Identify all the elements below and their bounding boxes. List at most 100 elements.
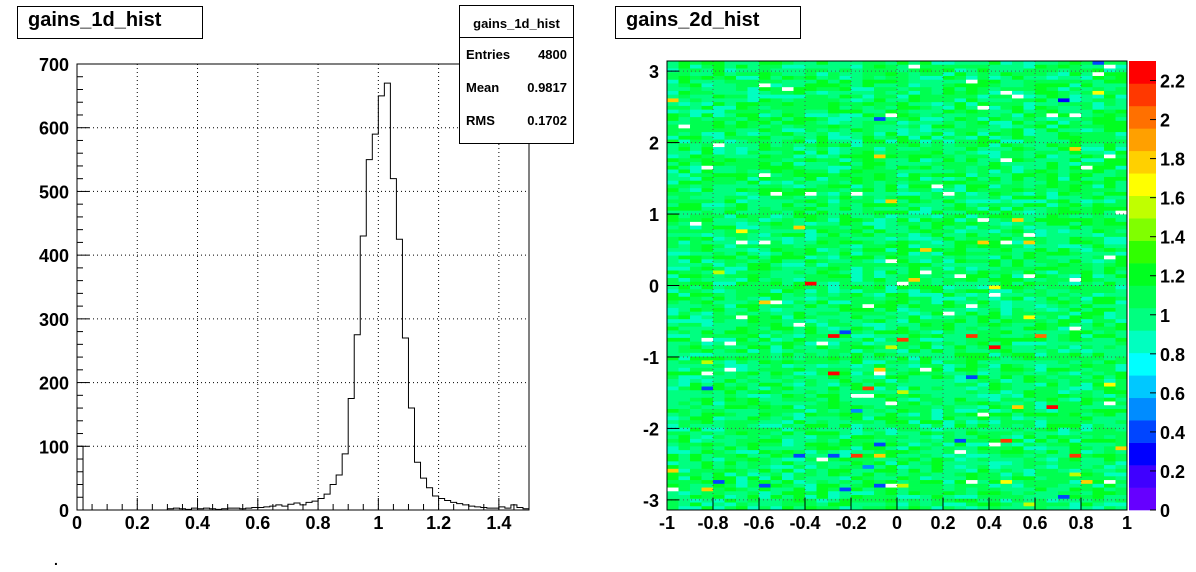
hist2d-cell <box>977 68 990 73</box>
hist2d-cell <box>759 173 771 178</box>
hist2d-cell <box>1023 72 1036 77</box>
hist2d-cell <box>1000 117 1013 122</box>
hist2d-cell <box>897 210 909 215</box>
hist2d-cell <box>874 75 886 81</box>
hist2d-cell <box>943 461 955 466</box>
hist2d-cell <box>713 379 725 384</box>
hist2d-cell <box>920 450 932 455</box>
hist2d-cell <box>1092 472 1105 477</box>
hist2d-cell <box>966 128 978 133</box>
hist2d-cell <box>1035 364 1047 369</box>
hist2d-cell <box>989 416 1001 421</box>
hist2d-cell <box>770 506 783 511</box>
hist2d-cell <box>954 472 967 477</box>
hist2d-cell <box>793 173 806 178</box>
hist2d-cell <box>1023 446 1036 451</box>
hist2d-cell <box>1081 476 1093 481</box>
hist2d-cell <box>897 461 909 466</box>
hist2d-cell <box>1081 102 1093 107</box>
hist2d-cell <box>690 453 702 459</box>
hist2d-cell <box>805 72 817 77</box>
hist2d-cell <box>851 218 863 223</box>
hist2d-cell <box>690 307 702 313</box>
hist2d-cell <box>759 203 771 208</box>
hist2d-cell <box>874 450 886 455</box>
hist2d-cell <box>1023 120 1036 126</box>
hist2d-cell <box>1046 147 1059 152</box>
hist2d-cell <box>1000 483 1013 488</box>
hist2d-cell <box>759 124 771 129</box>
hist2d-cell <box>908 416 921 421</box>
hist2d-cell <box>931 352 944 357</box>
hist2d-cell <box>828 233 840 238</box>
hist2d-cell <box>1104 498 1116 503</box>
hist2d-cell <box>931 461 944 466</box>
hist2d-cell <box>736 79 748 84</box>
hist2d-cell <box>908 263 921 268</box>
hist2d-cell <box>805 199 817 204</box>
hist2d-cell <box>966 184 978 189</box>
hist2d-cell <box>701 382 714 387</box>
hist2d-cell <box>908 405 921 410</box>
hist2d-cell <box>713 225 725 230</box>
hist2d-cell <box>989 191 1001 197</box>
hist2d-cell <box>828 162 840 167</box>
hist2d-cell <box>678 221 691 227</box>
hist2d-cell <box>954 214 967 219</box>
hist2d-cell <box>701 195 714 200</box>
hist2d-cell <box>966 427 978 432</box>
hist2d-cell <box>1012 117 1024 122</box>
hist2d-cell <box>1058 352 1070 357</box>
hist2d-cell <box>805 390 817 395</box>
hist2d-cell <box>678 72 691 77</box>
hist2d-cell <box>805 162 817 167</box>
hist2d-cell <box>747 397 760 402</box>
hist2d-cell <box>793 427 806 432</box>
hist2d-cell <box>1012 266 1024 271</box>
hist2d-cell <box>701 461 714 466</box>
hist2d-cell <box>1115 397 1128 402</box>
hist2d-cell <box>874 214 886 219</box>
hist2d-cell <box>690 311 702 316</box>
hist2d-cell <box>954 304 967 309</box>
hist2d-cell <box>1081 356 1093 361</box>
hist2d-cell <box>724 487 737 492</box>
hist2d-cell <box>805 461 817 466</box>
hist2d-cell <box>701 229 714 234</box>
hist2d-cell <box>897 476 909 481</box>
hist2d-cell <box>1046 150 1059 155</box>
hist2d-cell <box>667 90 679 96</box>
hist2d-cell <box>931 498 944 503</box>
hist2d-cell <box>851 143 863 148</box>
hist2d-cell <box>977 453 990 459</box>
hist2d-cell <box>977 255 990 260</box>
hist2d-cell <box>874 326 886 331</box>
hist2d-cell <box>701 450 714 455</box>
hist2d-cell <box>793 259 806 264</box>
hist2d-cell <box>851 259 863 264</box>
hist2d-cell <box>1081 397 1093 402</box>
hist2d-cell <box>667 386 679 391</box>
hist2d-cell <box>1012 143 1024 148</box>
hist2d-cell <box>678 386 691 391</box>
hist2d-cell <box>897 214 909 219</box>
hist2d-cell <box>931 431 944 436</box>
hist2d-cell <box>690 244 702 249</box>
hist2d-cell <box>989 304 1001 309</box>
hist2d-cell <box>954 165 967 170</box>
hist2d-cell <box>989 412 1001 417</box>
hist2d-cell <box>885 98 898 103</box>
hist2d-cell <box>1058 135 1070 140</box>
hist2d-cell <box>920 61 932 66</box>
hist2d-cell <box>759 225 771 230</box>
hist2d-cell <box>977 394 990 399</box>
hist2d-cell <box>966 90 978 96</box>
hist2d-cell <box>885 102 898 107</box>
hist2d-cell <box>793 147 806 152</box>
hist2d-cell <box>724 109 737 114</box>
hist2d-cell <box>839 113 852 118</box>
hist2d-cell <box>1058 255 1070 260</box>
hist2d-cell <box>885 128 898 133</box>
hist2d-cell <box>678 438 691 444</box>
hist2d-cell <box>943 401 955 406</box>
